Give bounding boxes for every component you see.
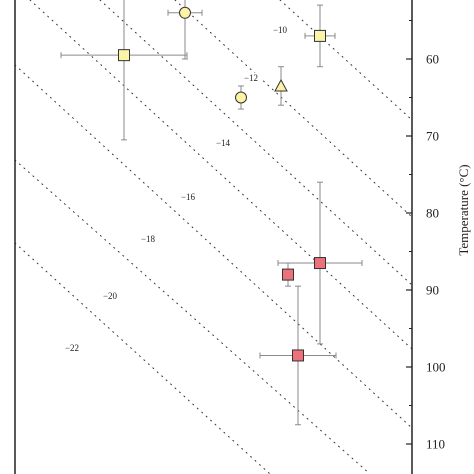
contour-line [99,0,413,286]
markers-layer [118,6,326,362]
square-marker [282,268,294,281]
y-axis: 60 70 80 90 100 110 [14,0,446,474]
contour-line [279,0,413,121]
y-axis-title: Temperature (°C) [456,164,471,255]
triangle-marker [274,78,288,92]
contour-line [14,159,371,474]
contour-label: −14 [216,138,231,148]
contour-label: −12 [244,73,258,83]
contour-label: −10 [273,25,288,35]
y-tick-label: 110 [426,437,445,452]
y-tick-label: 70 [426,129,439,144]
contour-label-bg [270,25,290,36]
circle-marker [235,91,247,104]
contour-label: −22 [65,343,79,353]
y-tick-label: 80 [426,206,439,221]
square-marker [314,257,326,270]
contour-label-bg [178,192,198,203]
contour-label-bg [213,138,233,149]
contour-label-bg [100,291,120,302]
y-tick-label: 60 [426,52,439,67]
contour-line [174,0,413,218]
y-tick-label: 90 [426,283,439,298]
contour-label-bg [138,234,158,245]
contour-line [29,0,413,350]
contour-label-bg [62,343,82,354]
circle-marker [179,6,191,19]
contour-line [14,242,271,474]
contour-label: −20 [103,291,118,301]
y-tick-label: 100 [426,360,446,375]
contour-label: −16 [181,192,196,202]
contour-label-bg [241,73,261,84]
square-marker [292,349,304,362]
contour-label: −18 [141,234,156,244]
errorbars-layer [60,0,363,426]
contours-layer: −10 −12 −14 −16 −18 −20 −22 [14,0,413,474]
square-marker [118,49,130,62]
contour-line [14,64,413,429]
square-marker [314,29,326,42]
